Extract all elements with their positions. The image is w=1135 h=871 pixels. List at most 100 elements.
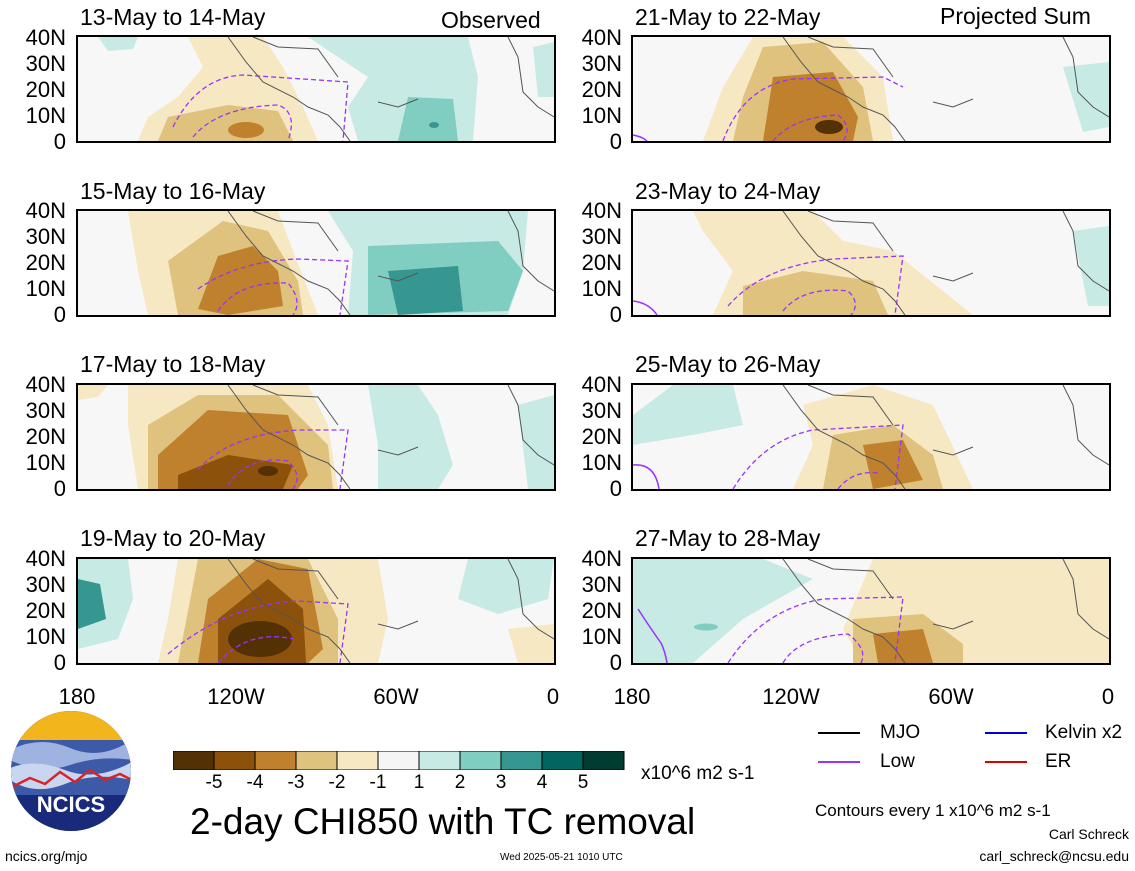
lat-label: 20N — [581, 77, 622, 102]
panel-title-8: 27-May to 28-May — [635, 525, 821, 551]
lon-label: 180 — [613, 684, 651, 709]
lon-label: 120W — [762, 684, 820, 709]
panel-title-6: 23-May to 24-May — [635, 178, 821, 204]
lon-label: 0 — [1101, 684, 1115, 709]
lat-label: 30N — [581, 51, 622, 76]
panel-title-2: 15-May to 16-May — [80, 178, 266, 204]
lat-label: 20N — [581, 598, 622, 623]
colorbar-swatch — [295, 750, 338, 771]
website-link[interactable]: ncics.org/mjo — [5, 848, 88, 864]
colorbar-swatch — [582, 750, 625, 771]
observed-label: Observed — [441, 7, 541, 33]
colorbar-swatch — [459, 750, 502, 771]
lat-label: 30N — [25, 572, 66, 597]
map-panel-1 — [76, 35, 556, 143]
lat-label: 10N — [25, 450, 66, 475]
lat-label: 40N — [25, 372, 66, 397]
lat-label: 0 — [53, 302, 66, 327]
colorbar-swatch — [377, 750, 420, 771]
lat-label: 30N — [25, 398, 66, 423]
lat-label: 40N — [25, 546, 66, 571]
map-panel-4 — [76, 557, 556, 665]
colorbar-label: -5 — [205, 772, 223, 793]
lat-label: 20N — [25, 77, 66, 102]
lat-label: 0 — [53, 476, 66, 501]
panel-title-5: 21-May to 22-May — [635, 4, 821, 30]
lon-label: 60W — [373, 684, 419, 709]
colorbar-units: x10^6 m2 s-1 — [641, 763, 755, 784]
lon-label: 180 — [58, 684, 96, 709]
colorbar-label: -1 — [369, 772, 387, 793]
colorbar-swatch — [500, 750, 543, 771]
legend-line-mjo — [818, 732, 860, 734]
colorbar-swatch — [172, 750, 215, 771]
ncics-logo: NCICS — [10, 710, 132, 832]
lat-label: 30N — [581, 224, 622, 249]
lat-label: 20N — [581, 424, 622, 449]
colorbar — [172, 750, 625, 771]
colorbar-label: -2 — [328, 772, 346, 793]
lat-label: 40N — [25, 198, 66, 223]
lat-label: 20N — [581, 250, 622, 275]
logo-text: NCICS — [37, 792, 105, 817]
colorbar-label: 3 — [495, 772, 507, 793]
colorbar-label: -4 — [246, 772, 264, 793]
legend-label-er: ER — [1045, 751, 1072, 772]
panel-title-1: 13-May to 14-May — [80, 4, 266, 30]
lat-label: 30N — [581, 572, 622, 597]
panel-title-3: 17-May to 18-May — [80, 351, 266, 377]
colorbar-swatch — [541, 750, 584, 771]
colorbar-swatch — [418, 750, 461, 771]
contour-note: Contours every 1 x10^6 m2 s-1 — [815, 801, 1051, 820]
lat-label: 40N — [581, 25, 622, 50]
lon-label: 60W — [928, 684, 974, 709]
lat-label: 40N — [25, 25, 66, 50]
legend-line-low — [818, 761, 860, 763]
legend-label-mjo: MJO — [880, 722, 921, 743]
map-panel-2 — [76, 209, 556, 317]
lat-label: 20N — [25, 250, 66, 275]
colorbar-label: 1 — [413, 772, 425, 793]
lat-label: 30N — [25, 51, 66, 76]
projected-label: Projected Sum — [940, 3, 1091, 29]
colorbar-swatch — [336, 750, 379, 771]
lat-label: 10N — [581, 276, 622, 301]
lat-label: 0 — [609, 302, 622, 327]
lat-label: 0 — [53, 650, 66, 675]
lat-label: 10N — [25, 276, 66, 301]
author-name: Carl Schreck — [1048, 826, 1129, 842]
lat-label: 0 — [53, 129, 66, 154]
legend-line-kelvin — [985, 732, 1027, 734]
lat-label: 0 — [609, 129, 622, 154]
panel-title-4: 19-May to 20-May — [80, 525, 266, 551]
lat-label: 40N — [581, 198, 622, 223]
lat-label: 40N — [581, 372, 622, 397]
lat-label: 10N — [25, 103, 66, 128]
map-panel-3 — [76, 383, 556, 491]
lat-label: 0 — [609, 650, 622, 675]
colorbar-label: 4 — [536, 772, 548, 793]
colorbar-swatch — [213, 750, 256, 771]
colorbar-swatch — [254, 750, 297, 771]
lat-label: 30N — [25, 224, 66, 249]
lat-label: 20N — [25, 598, 66, 623]
map-panel-6 — [631, 209, 1111, 317]
lat-label: 10N — [581, 624, 622, 649]
author-email[interactable]: carl_schreck@ncsu.edu — [979, 848, 1129, 864]
lat-label: 10N — [581, 450, 622, 475]
lon-label: 120W — [207, 684, 265, 709]
map-panel-5 — [631, 35, 1111, 143]
lat-label: 30N — [581, 398, 622, 423]
panel-title-7: 25-May to 26-May — [635, 351, 821, 377]
colorbar-label: 2 — [454, 772, 466, 793]
lat-label: 40N — [581, 546, 622, 571]
lat-label: 10N — [25, 624, 66, 649]
colorbar-label: 5 — [577, 772, 589, 793]
figure-title: 2-day CHI850 with TC removal — [190, 801, 696, 842]
colorbar-label: -3 — [287, 772, 305, 793]
lat-label: 10N — [581, 103, 622, 128]
map-panel-8 — [631, 557, 1111, 665]
lon-label: 0 — [546, 684, 560, 709]
legend-label-low: Low — [880, 751, 915, 772]
lat-label: 0 — [609, 476, 622, 501]
